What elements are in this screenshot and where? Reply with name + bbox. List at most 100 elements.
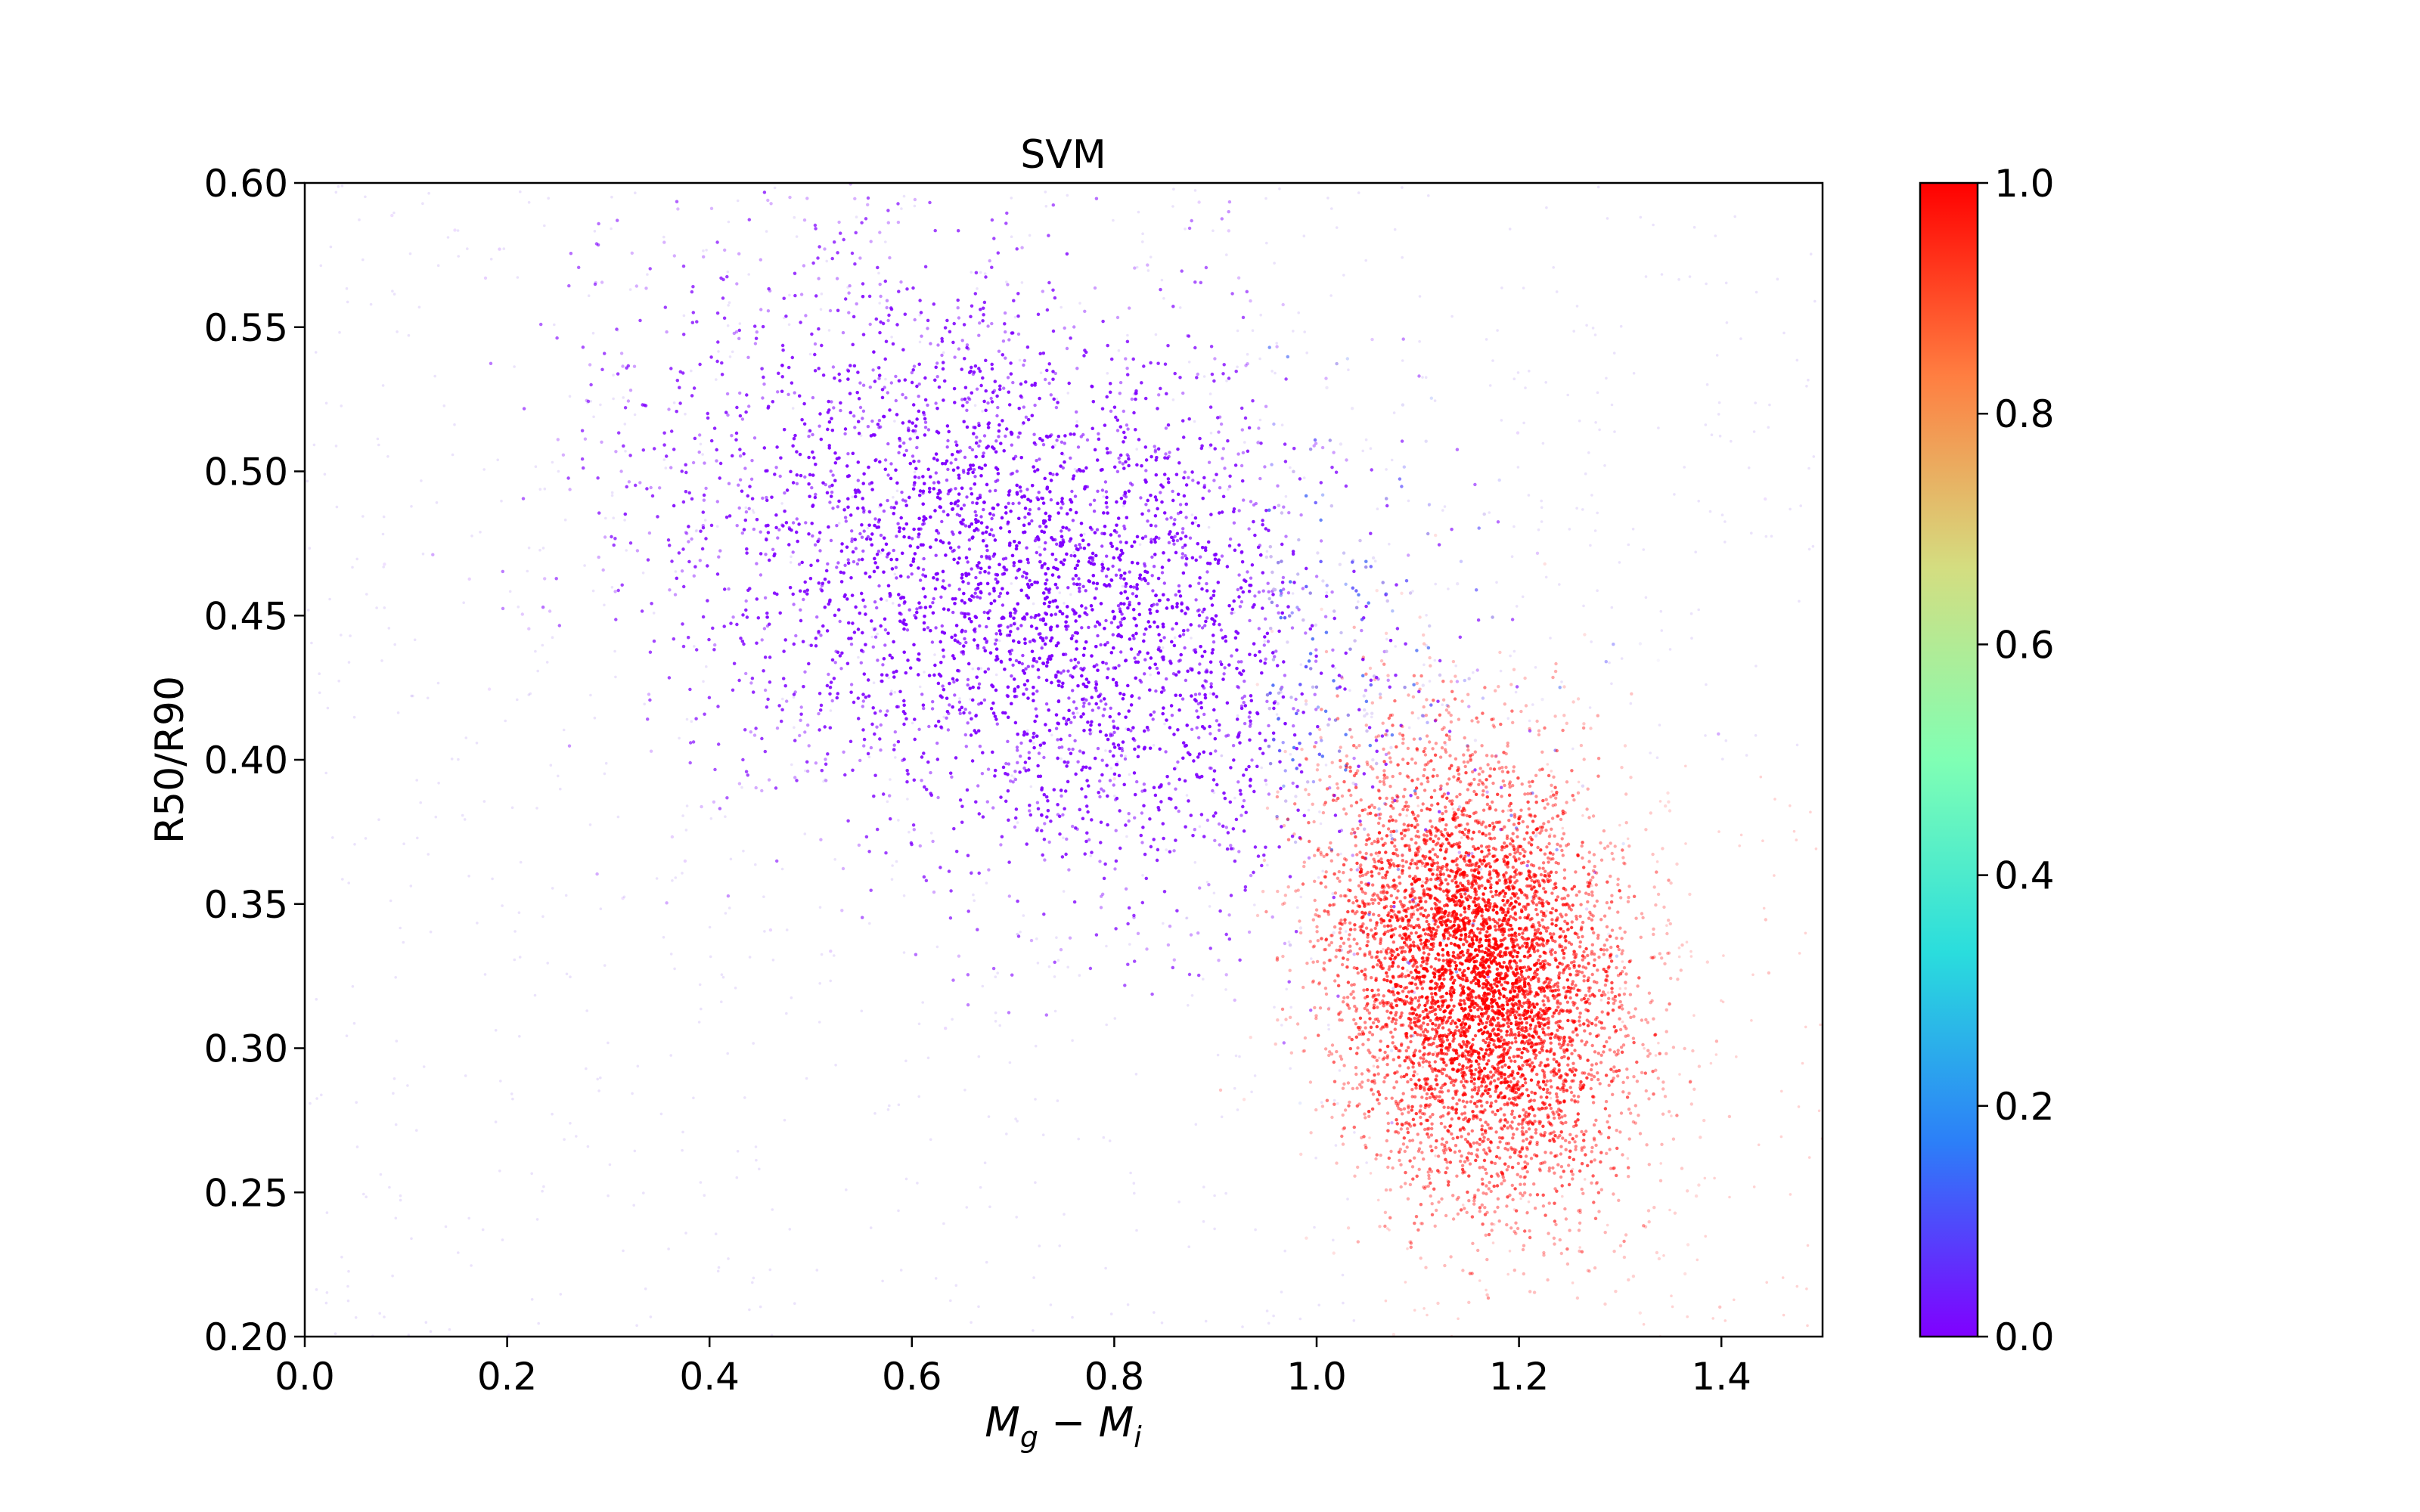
scatter-point	[1384, 752, 1388, 757]
scatter-point	[1237, 850, 1241, 854]
scatter-point	[963, 629, 968, 634]
scatter-point	[1007, 338, 1011, 342]
scatter-point	[1289, 696, 1293, 699]
scatter-point	[895, 501, 898, 506]
scatter-point	[1286, 591, 1291, 595]
scatter-point	[765, 495, 768, 500]
scatter-point	[960, 398, 964, 401]
scatter-point	[755, 330, 759, 334]
scatter-point	[861, 295, 865, 299]
scatter-point	[759, 530, 762, 534]
scatter-point	[699, 529, 703, 533]
scatter-point	[988, 259, 991, 263]
scatter-point	[1019, 741, 1023, 745]
scatter-point	[1099, 699, 1103, 703]
scatter-point	[970, 448, 975, 452]
scatter-point	[1316, 551, 1320, 555]
scatter-point	[926, 403, 929, 407]
scatter-point	[901, 498, 905, 502]
scatter-point	[973, 591, 977, 595]
scatter-point	[817, 277, 821, 280]
scatter-point	[1011, 663, 1015, 667]
scatter-point	[1063, 442, 1067, 445]
scatter-point	[810, 486, 814, 490]
scatter-point	[1418, 737, 1423, 741]
scatter-point	[1365, 712, 1369, 716]
scatter-point	[1131, 483, 1134, 487]
scatter-point	[1028, 508, 1032, 512]
scatter-point	[1072, 715, 1077, 719]
scatter-point	[1015, 469, 1019, 473]
scatter-point	[702, 255, 706, 259]
scatter-point	[910, 370, 914, 375]
scatter-point	[1093, 286, 1097, 290]
scatter-point	[670, 835, 675, 839]
scatter-point	[1061, 813, 1065, 817]
scatter-point	[1049, 393, 1053, 397]
scatter-point	[768, 928, 773, 932]
scatter-point	[879, 723, 883, 727]
scatter-point	[1339, 442, 1343, 446]
scatter-point	[754, 785, 758, 790]
scatter-point	[1056, 738, 1060, 742]
scatter-point	[1055, 542, 1059, 546]
scatter-point	[1764, 497, 1767, 501]
scatter-point	[1428, 624, 1432, 628]
scatter-point	[858, 405, 863, 410]
scatter-point	[835, 277, 839, 280]
scatter-point	[1339, 631, 1343, 635]
scatter-point	[964, 640, 968, 645]
scatter-point	[652, 639, 656, 643]
scatter-point	[873, 627, 877, 631]
scatter-point	[831, 473, 835, 477]
scatter-point	[1153, 445, 1156, 448]
scatter-point	[791, 550, 795, 554]
scatter-point	[1060, 506, 1063, 510]
scatter-point	[954, 440, 958, 444]
scatter-point	[771, 547, 775, 551]
scatter-point	[802, 597, 805, 602]
scatter-point	[861, 383, 866, 387]
scatter-point	[1424, 439, 1428, 443]
scatter-point	[811, 395, 815, 400]
scatter-point	[986, 324, 990, 328]
scatter-point	[1021, 653, 1025, 658]
scatter-point	[1321, 579, 1325, 583]
scatter-point	[1203, 679, 1207, 683]
scatter-point	[749, 730, 752, 734]
scatter-point	[946, 467, 950, 472]
scatter-point	[1144, 469, 1148, 472]
scatter-point	[1074, 544, 1078, 548]
scatter-point	[1485, 790, 1489, 794]
scatter-point	[1186, 334, 1190, 338]
scatter-point	[1013, 770, 1017, 773]
scatter-point	[662, 240, 666, 244]
scatter-point	[1051, 288, 1055, 292]
scatter-point	[768, 289, 772, 293]
scatter-point	[1016, 627, 1020, 631]
scatter-point	[766, 309, 771, 313]
scatter-point	[1098, 795, 1102, 799]
scatter-point	[936, 531, 941, 535]
scatter-point	[848, 284, 852, 288]
scatter-point	[1136, 652, 1140, 656]
scatter-point	[755, 562, 759, 565]
scatter-point	[1007, 762, 1011, 766]
scatter-point	[1117, 664, 1121, 668]
scatter-point	[970, 304, 974, 308]
scatter-point	[1053, 371, 1058, 376]
scatter-point	[1196, 372, 1200, 376]
scatter-points	[306, 183, 1823, 1337]
scatter-point	[667, 407, 671, 411]
scatter-point	[647, 692, 651, 696]
scatter-point	[749, 681, 753, 685]
scatter-point	[1190, 727, 1194, 731]
scatter-point	[899, 280, 903, 284]
scatter-point	[1290, 611, 1294, 615]
scatter-point	[978, 571, 982, 575]
scatter-point	[1022, 570, 1026, 575]
scatter-point	[1193, 648, 1197, 652]
scatter-point	[1516, 431, 1520, 435]
scatter-point	[839, 408, 842, 413]
scatter-point	[945, 716, 948, 720]
